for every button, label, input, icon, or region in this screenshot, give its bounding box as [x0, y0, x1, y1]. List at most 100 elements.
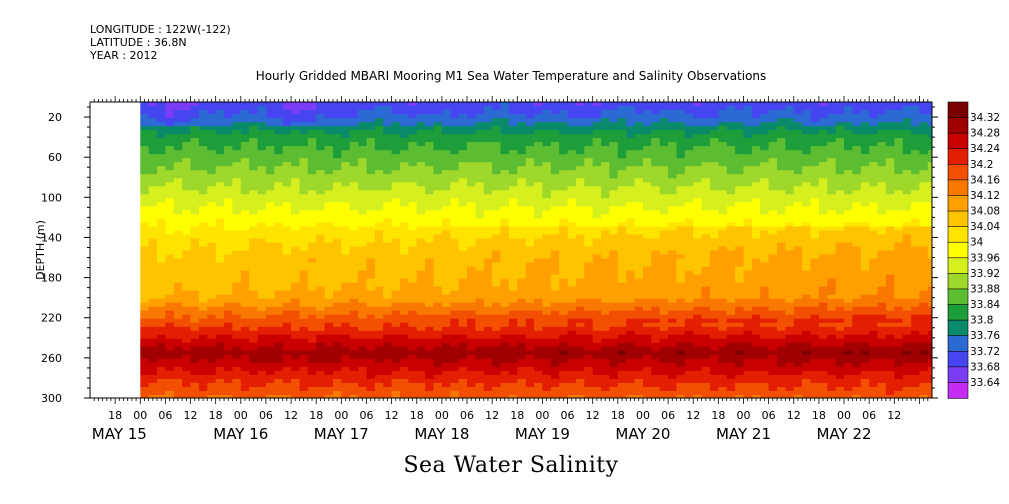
salinity-cell [450, 314, 460, 320]
salinity-cell [274, 218, 284, 223]
salinity-cell [483, 342, 493, 348]
salinity-cell [324, 214, 334, 219]
salinity-cell [517, 178, 527, 183]
salinity-cell [165, 338, 175, 344]
salinity-cell [366, 162, 376, 167]
salinity-cell [508, 142, 518, 147]
salinity-cell [316, 314, 326, 320]
salinity-cell [157, 150, 166, 155]
salinity-cell [668, 166, 678, 171]
salinity-cell [157, 326, 166, 332]
salinity-cell [307, 110, 317, 115]
salinity-cell [190, 162, 200, 167]
salinity-cell [173, 318, 183, 324]
salinity-cell [534, 170, 543, 175]
salinity-cell [592, 126, 602, 131]
salinity-cell [224, 330, 233, 336]
salinity-cell [148, 222, 158, 227]
salinity-cell [190, 346, 200, 352]
salinity-cell [374, 110, 384, 115]
salinity-cell [550, 114, 560, 119]
salinity-cell [475, 246, 485, 252]
salinity-cell [249, 290, 259, 296]
salinity-cell [525, 362, 535, 368]
salinity-cell [659, 338, 669, 344]
salinity-cell [475, 230, 485, 235]
salinity-cell [383, 387, 393, 392]
salinity-cell [693, 358, 703, 364]
salinity-cell [567, 234, 577, 239]
salinity-cell [366, 274, 376, 280]
salinity-cell [601, 114, 611, 119]
salinity-cell [701, 134, 711, 139]
salinity-cell [165, 382, 175, 388]
salinity-cell [265, 114, 275, 119]
salinity-cell [257, 178, 267, 183]
salinity-cell [299, 242, 309, 248]
salinity-cell [349, 170, 359, 175]
salinity-cell [534, 258, 543, 264]
salinity-cell [508, 138, 518, 143]
salinity-cell [651, 126, 661, 131]
salinity-cell [148, 374, 158, 380]
salinity-cell [634, 158, 644, 163]
salinity-cell [559, 338, 569, 344]
salinity-cell [190, 387, 200, 392]
salinity-cell [617, 342, 627, 348]
salinity-cell [651, 290, 661, 296]
salinity-cell [676, 214, 686, 219]
salinity-cell [207, 326, 217, 332]
salinity-cell [492, 102, 502, 107]
salinity-cell [299, 298, 309, 304]
salinity-cell [224, 322, 233, 328]
salinity-cell [651, 138, 661, 143]
salinity-cell [525, 354, 535, 360]
salinity-cell [684, 190, 694, 195]
salinity-cell [425, 214, 435, 219]
salinity-cell [316, 222, 326, 227]
salinity-cell [534, 270, 543, 276]
salinity-cell [324, 170, 334, 175]
salinity-cell [291, 318, 301, 324]
salinity-cell [693, 170, 703, 175]
salinity-cell [215, 302, 225, 308]
salinity-cell [425, 238, 435, 244]
salinity-cell [173, 210, 183, 215]
salinity-cell [207, 306, 217, 312]
salinity-cell [441, 342, 451, 348]
salinity-cell [634, 190, 644, 195]
salinity-cell [291, 102, 301, 107]
salinity-cell [534, 302, 543, 308]
salinity-cell [140, 142, 150, 147]
salinity-cell [173, 186, 183, 191]
salinity-cell [165, 270, 175, 276]
salinity-cell [433, 170, 443, 175]
salinity-cell [508, 234, 518, 239]
salinity-cell [374, 210, 384, 215]
salinity-cell [542, 258, 552, 264]
salinity-cell [567, 310, 577, 316]
salinity-cell [609, 122, 619, 127]
salinity-cell [307, 290, 317, 296]
salinity-cell [265, 198, 275, 203]
salinity-cell [601, 142, 611, 147]
salinity-cell [182, 242, 192, 248]
salinity-cell [416, 342, 426, 348]
salinity-cell [651, 334, 661, 340]
salinity-cell [366, 150, 376, 155]
salinity-cell [358, 290, 368, 296]
salinity-cell [341, 310, 351, 316]
salinity-cell [173, 134, 183, 139]
salinity-cell [224, 150, 233, 155]
salinity-cell [425, 366, 435, 372]
salinity-cell [182, 310, 192, 316]
salinity-cell [676, 391, 686, 396]
salinity-cell [634, 374, 644, 380]
salinity-cell [634, 358, 644, 364]
salinity-cell [224, 314, 233, 320]
salinity-cell [324, 338, 334, 344]
salinity-cell [165, 114, 175, 119]
salinity-cell [408, 387, 418, 392]
salinity-cell [475, 266, 485, 272]
salinity-cell [190, 326, 200, 332]
